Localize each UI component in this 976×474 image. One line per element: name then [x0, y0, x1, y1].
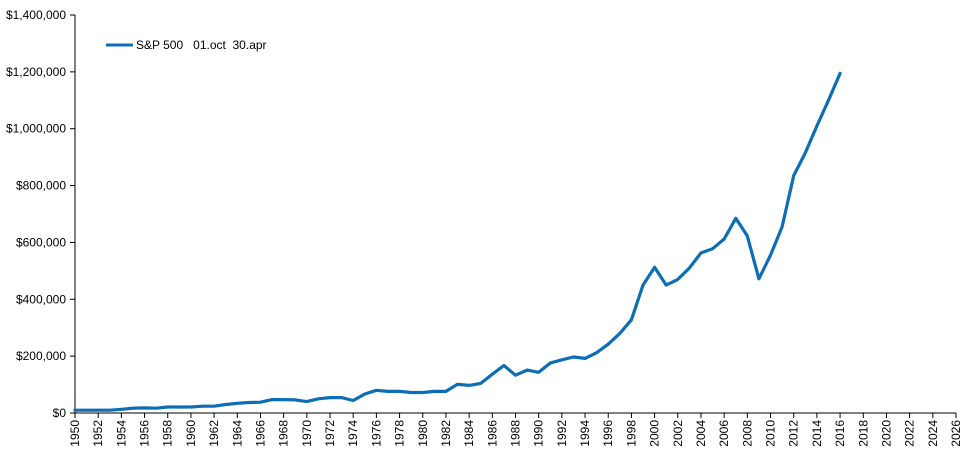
x-tick-label: 1968 — [277, 420, 291, 447]
x-tick-label: 1954 — [114, 420, 128, 447]
x-tick-label: 1986 — [485, 420, 499, 447]
x-tick-label: 1972 — [323, 420, 337, 447]
legend: S&P 500 01.oct 30.apr — [106, 38, 267, 52]
x-tick-label: 1990 — [532, 420, 546, 447]
x-tick-label: 2002 — [671, 420, 685, 447]
x-tick-label: 1950 — [68, 420, 82, 447]
x-axis: 1950 1952 1954 1956 1958 1960 1962 1964 1966 1968… — [68, 412, 963, 447]
x-tick-label: 2010 — [764, 420, 778, 447]
legend-label-sp500: S&P 500 01.oct 30.apr — [136, 38, 267, 52]
x-tick-label: 1966 — [253, 420, 267, 447]
x-tick-label: 1988 — [509, 420, 523, 447]
y-tick-label: $200,000 — [16, 349, 66, 363]
y-tick-label: $800,000 — [16, 179, 66, 193]
x-tick-label: 2014 — [810, 420, 824, 447]
series-layer — [73, 71, 842, 412]
y-axis: $0 $200,000 $400,000 $600,000 $800,000 $1,000… — [6, 8, 76, 420]
x-tick-label: 1980 — [416, 420, 430, 447]
x-tick-label: 2020 — [879, 420, 893, 447]
y-tick-label: $0 — [53, 406, 67, 420]
x-tick-label: 1976 — [369, 420, 383, 447]
x-tick-label: 1994 — [578, 420, 592, 447]
x-tick-label: 2016 — [833, 420, 847, 447]
x-tick-label: 2024 — [926, 420, 940, 447]
x-tick-label: 1956 — [138, 420, 152, 447]
x-tick-label: 1960 — [184, 420, 198, 447]
x-tick-label: 2018 — [856, 420, 870, 447]
x-tick-label: 2000 — [648, 420, 662, 447]
x-tick-label: 1958 — [161, 420, 175, 447]
x-tick-label: 1982 — [439, 420, 453, 447]
y-tick-label: $1,200,000 — [6, 65, 66, 79]
x-tick-label: 2012 — [787, 420, 801, 447]
x-tick-label: 1984 — [462, 420, 476, 447]
x-tick-label: 1962 — [207, 420, 221, 447]
y-tick-label: $400,000 — [16, 292, 66, 306]
y-tick-label: $1,400,000 — [6, 8, 66, 22]
x-tick-label: 1978 — [393, 420, 407, 447]
x-tick-label: 1974 — [346, 420, 360, 447]
x-tick-label: 1996 — [601, 420, 615, 447]
y-tick-label: $600,000 — [16, 235, 66, 249]
x-tick-label: 2008 — [740, 420, 754, 447]
x-tick-label: 2006 — [717, 420, 731, 447]
x-tick-label: 1970 — [300, 420, 314, 447]
x-tick-label: 1952 — [91, 420, 105, 447]
x-tick-label: 1998 — [624, 420, 638, 447]
y-tick-label: $1,000,000 — [6, 122, 66, 136]
x-tick-label: 2022 — [903, 420, 917, 447]
x-tick-label: 1992 — [555, 420, 569, 447]
x-tick-label: 2026 — [949, 420, 963, 447]
series-line-sp500 — [73, 71, 842, 412]
x-tick-label: 1964 — [230, 420, 244, 447]
x-tick-label: 2004 — [694, 420, 708, 447]
